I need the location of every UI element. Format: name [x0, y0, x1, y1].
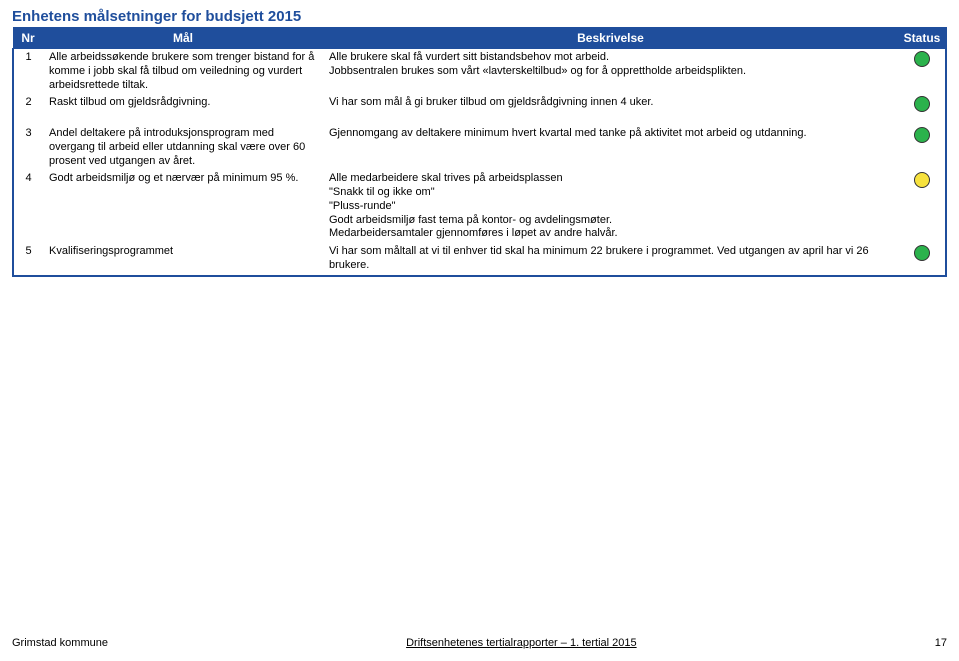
table-row: 4 Godt arbeidsmiljø og et nærvær på mini… — [13, 170, 946, 243]
cell-besk: Vi har som mål å gi bruker tilbud om gje… — [323, 94, 898, 119]
status-circle-icon — [914, 245, 930, 261]
cell-status — [898, 243, 946, 276]
footer-center: Driftsenhetenes tertialrapporter – 1. te… — [406, 637, 637, 649]
cell-mal: Alle arbeidssøkende brukere som trenger … — [43, 49, 323, 95]
cell-nr: 1 — [13, 49, 43, 95]
footer-left: Grimstad kommune — [12, 637, 108, 649]
status-circle-icon — [914, 51, 930, 67]
cell-mal: Kvalifiseringsprogrammet — [43, 243, 323, 276]
cell-besk: Vi har som måltall at vi til enhver tid … — [323, 243, 898, 276]
status-circle-icon — [914, 96, 930, 112]
page-footer: Grimstad kommune Driftsenhetenes tertial… — [12, 637, 947, 649]
header-status: Status — [898, 28, 946, 49]
cell-nr: 2 — [13, 94, 43, 119]
cell-status — [898, 125, 946, 170]
table-header-row: Nr Mål Beskrivelse Status — [13, 28, 946, 49]
cell-nr: 5 — [13, 243, 43, 276]
cell-besk: Alle brukere skal få vurdert sitt bistan… — [323, 49, 898, 95]
footer-right: 17 — [935, 637, 947, 649]
table-row: 2 Raskt tilbud om gjeldsrådgivning. Vi h… — [13, 94, 946, 119]
table-row: 1 Alle arbeidssøkende brukere som trenge… — [13, 49, 946, 95]
cell-nr: 3 — [13, 125, 43, 170]
status-circle-icon — [914, 127, 930, 143]
cell-status — [898, 49, 946, 95]
header-besk: Beskrivelse — [323, 28, 898, 49]
goals-table: Nr Mål Beskrivelse Status 1 Alle arbeids… — [12, 27, 947, 277]
cell-besk: Alle medarbeidere skal trives på arbeids… — [323, 170, 898, 243]
table-row: 3 Andel deltakere på introduksjonsprogra… — [13, 125, 946, 170]
cell-nr: 4 — [13, 170, 43, 243]
cell-status — [898, 170, 946, 243]
page-title: Enhetens målsetninger for budsjett 2015 — [12, 8, 947, 25]
cell-mal: Raskt tilbud om gjeldsrådgivning. — [43, 94, 323, 119]
header-nr: Nr — [13, 28, 43, 49]
cell-mal: Andel deltakere på introduksjonsprogram … — [43, 125, 323, 170]
cell-mal: Godt arbeidsmiljø og et nærvær på minimu… — [43, 170, 323, 243]
cell-status — [898, 94, 946, 119]
header-mal: Mål — [43, 28, 323, 49]
cell-besk: Gjennomgang av deltakere minimum hvert k… — [323, 125, 898, 170]
status-circle-icon — [914, 172, 930, 188]
table-row: 5 Kvalifiseringsprogrammet Vi har som må… — [13, 243, 946, 276]
